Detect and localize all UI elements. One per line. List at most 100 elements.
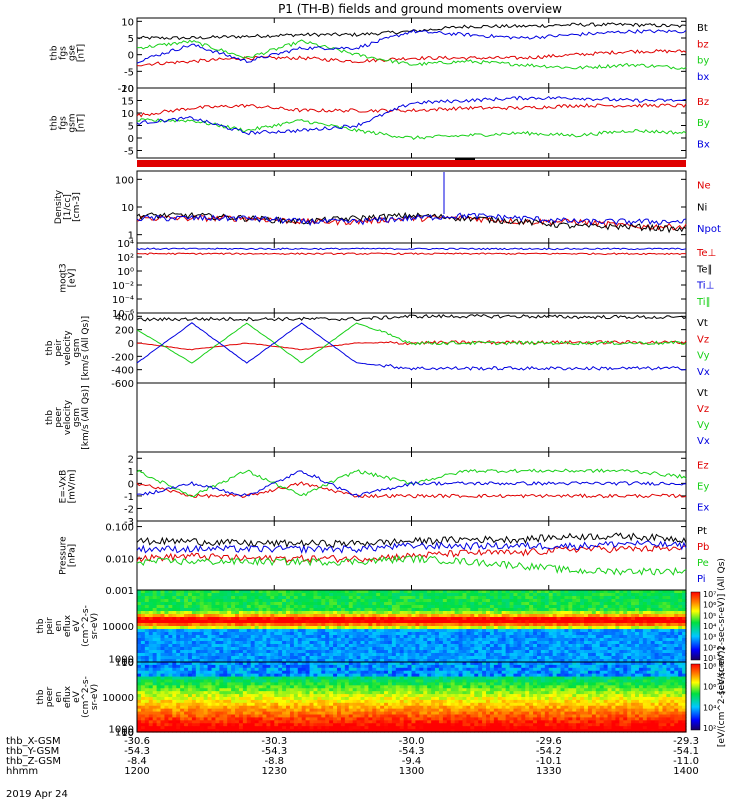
spectrogram-cell xyxy=(380,685,385,689)
spectrogram-cell xyxy=(482,599,487,603)
spectrogram-cell xyxy=(144,667,150,672)
spectrogram-cell xyxy=(301,632,307,636)
spectrogram-cell xyxy=(603,656,609,660)
spectrogram-cell xyxy=(309,638,315,642)
spectrogram-cell xyxy=(666,620,671,624)
spectrogram-cell xyxy=(148,611,154,615)
spectrogram-cell xyxy=(564,626,569,630)
spectrogram-cell xyxy=(635,644,640,648)
spectrogram-cell xyxy=(336,662,342,666)
spectrogram-cell xyxy=(278,662,283,666)
spectrogram-cell xyxy=(399,617,405,621)
spectrogram-cell xyxy=(564,679,569,684)
spectrogram-cell xyxy=(172,650,177,654)
spectrogram-cell xyxy=(180,679,185,684)
spectrogram-cell xyxy=(293,635,299,639)
spectrogram-cell xyxy=(536,617,542,621)
spectrogram-cell xyxy=(435,605,440,609)
spectrogram-cell xyxy=(195,605,201,609)
spectrogram-cell xyxy=(286,611,291,615)
spectrogram-cell xyxy=(184,647,189,651)
spectrogram-cell xyxy=(544,617,550,621)
spectrogram-cell xyxy=(289,623,295,627)
spectrogram-cell xyxy=(517,659,522,663)
spectrogram-cell xyxy=(599,590,605,594)
spectrogram-cell xyxy=(533,614,538,618)
spectrogram-cell xyxy=(399,638,405,642)
spectrogram-cell xyxy=(525,682,530,686)
spectrogram-cell xyxy=(360,635,366,639)
spectrogram-cell xyxy=(207,662,213,666)
spectrogram-cell xyxy=(638,632,644,636)
spectrogram-cell xyxy=(395,638,401,642)
spectrogram-cell xyxy=(415,617,420,621)
spectrogram-cell xyxy=(525,614,530,618)
spectrogram-cell xyxy=(313,659,318,663)
spectrogram-cell xyxy=(580,673,585,678)
spectrogram-cell xyxy=(313,632,318,636)
spectrogram-cell xyxy=(176,608,181,612)
spectrogram-cell xyxy=(317,656,322,660)
spectrogram-cell xyxy=(223,593,228,597)
spectrogram-cell xyxy=(180,602,185,606)
ytick-label: 100 xyxy=(115,728,134,739)
spectrogram-cell xyxy=(231,626,236,630)
spectrogram-cell xyxy=(309,611,315,615)
spectrogram-cell xyxy=(329,620,334,624)
spectrogram-cell xyxy=(631,682,636,686)
spectrogram-cell xyxy=(333,617,338,621)
spectrogram-cell xyxy=(372,626,377,630)
series-Ti xyxy=(136,247,687,251)
spectrogram-cell xyxy=(584,670,589,675)
spectrogram-cell xyxy=(431,679,436,684)
spectrogram-cell xyxy=(395,635,401,639)
spectrogram-cell xyxy=(352,679,358,684)
spectrogram-cell xyxy=(650,656,656,660)
spectrogram-cell xyxy=(219,662,224,666)
spectrogram-cell xyxy=(325,682,330,686)
spectrogram-cell xyxy=(497,670,503,675)
spectrogram-cell xyxy=(564,623,569,627)
spectrogram-cell xyxy=(317,647,322,651)
spectrogram-cell xyxy=(348,614,354,618)
spectrogram-cell xyxy=(580,676,585,681)
spectrogram-cell xyxy=(297,673,303,678)
spectrogram-cell xyxy=(207,656,213,660)
spectrogram-cell xyxy=(489,662,495,666)
spectrogram-cell xyxy=(658,614,664,618)
spectrogram-cell xyxy=(368,662,373,666)
spectrogram-cell xyxy=(603,647,609,651)
spectrogram-cell xyxy=(587,679,593,684)
spectrogram-cell xyxy=(623,650,628,654)
spectrogram-cell xyxy=(458,608,464,612)
ytick-label: 10⁴ xyxy=(117,239,134,250)
spectrogram-cell xyxy=(246,685,252,689)
spectrogram-cell xyxy=(670,679,675,684)
spectrogram-cell xyxy=(517,626,522,630)
spectrogram-cell xyxy=(478,626,483,630)
spectrogram-cell xyxy=(635,605,640,609)
spectrogram-cell xyxy=(674,682,679,686)
spectrogram-cell xyxy=(501,653,507,657)
spectrogram-cell xyxy=(305,590,311,594)
spectrogram-cell xyxy=(638,608,644,612)
spectrogram-cell xyxy=(262,623,268,627)
spectrogram-cell xyxy=(274,593,279,597)
spectrogram-cell xyxy=(454,614,460,618)
spectrogram-cell xyxy=(580,659,585,663)
spectrogram-cell xyxy=(540,664,546,669)
spectrogram-cell xyxy=(599,620,605,624)
spectrogram-cell xyxy=(368,590,373,594)
spectrogram-cell xyxy=(329,632,334,636)
spectrogram-cell xyxy=(682,641,687,645)
spectrogram-cell xyxy=(254,608,260,612)
spectrogram-cell xyxy=(552,653,558,657)
spectrogram-cell xyxy=(529,673,534,678)
spectrogram-cell xyxy=(384,664,389,669)
spectrogram-cell xyxy=(662,676,667,681)
spectrogram-cell xyxy=(493,620,499,624)
spectrogram-cell xyxy=(250,638,256,642)
spectrogram-cell xyxy=(525,641,530,645)
spectrogram-cell xyxy=(254,602,260,606)
spectrogram-cell xyxy=(450,647,456,651)
